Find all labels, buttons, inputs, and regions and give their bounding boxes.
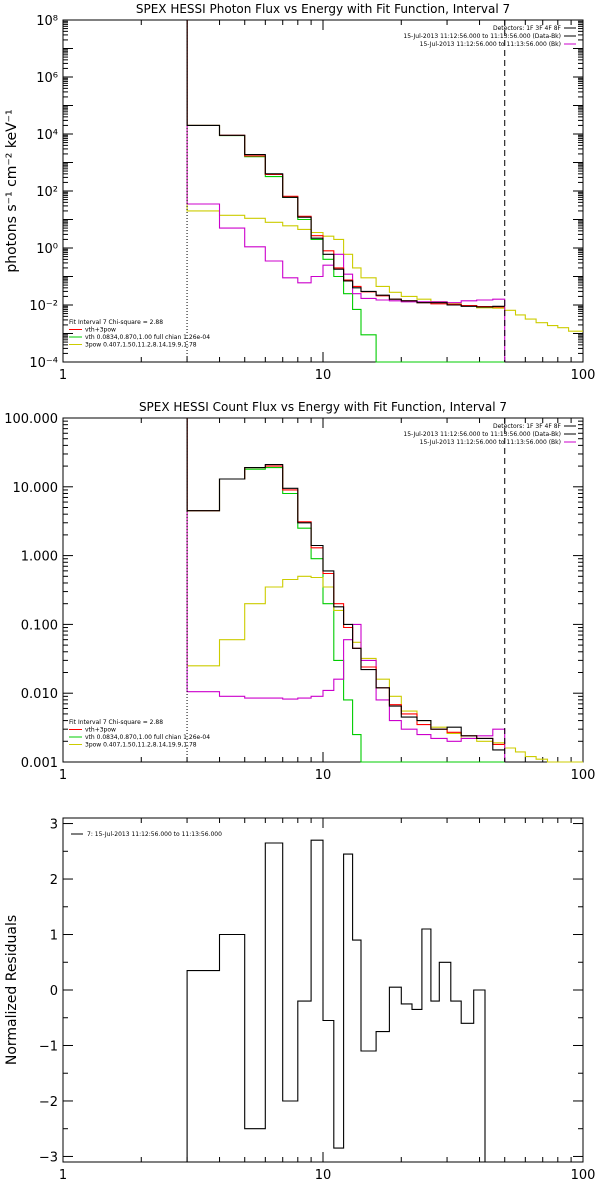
legend-top-entry: 15-Jul-2013 11:12:56.000 to 11:13:56.000… <box>403 33 561 40</box>
x-tick-label: 100 <box>571 368 596 383</box>
y-tick-label: 0.100 <box>21 618 58 633</box>
series-vth-line <box>186 20 505 363</box>
y-tick-label: −1 <box>39 1039 58 1054</box>
series-vth-line <box>186 418 505 763</box>
chart-title: SPEX HESSI Count Flux vs Energy with Fit… <box>139 400 507 414</box>
legend-top-entry: 15-Jul-2013 11:12:56.000 to 11:13:56.000… <box>420 439 561 446</box>
y-tick-label: 10⁻² <box>29 299 58 314</box>
y-axis-label: Normalized Residuals <box>4 915 20 1065</box>
legend-bottom-entry: vth+3pow <box>85 327 116 334</box>
legend-entry: 7: 15-Jul-2013 11:12:56.000 to 11:13:56.… <box>87 831 222 838</box>
legend-bottom-entry: 3pow 0.407,1.50,11.2,8.14,19.9,1.78 <box>85 742 197 749</box>
x-tick-label: 10 <box>315 1168 332 1183</box>
y-tick-label: 10.000 <box>13 481 59 496</box>
x-tick-label: 1 <box>59 768 67 783</box>
legend-bottom-entry: Fit Interval 7 Chi-square = 2.88 <box>69 719 163 726</box>
panel-2-axes: 1 10 100 0.001 0.010 0.100 1.000 10.000 100.000 S… <box>4 400 595 783</box>
y-tick-label: 10⁶ <box>36 71 58 86</box>
legend-top-entry: Detectors: 1F 3F 4F 8F <box>493 25 562 32</box>
residuals-line <box>186 839 486 1162</box>
legend-top-entry: 15-Jul-2013 11:12:56.000 to 11:13:56.000… <box>403 431 561 438</box>
series-bk-line <box>186 20 506 362</box>
legend-bottom-entry: vth 0.0834,0.870,1.00 full chian 1.26e-0… <box>85 334 210 341</box>
series-total-line <box>186 20 505 308</box>
y-tick-label: 0 <box>50 984 58 999</box>
y-tick-label: 1.000 <box>21 550 58 565</box>
y-axis-label: photons s⁻¹ cm⁻² keV⁻¹ <box>4 109 20 272</box>
series-bk-line <box>186 418 506 762</box>
series-data-line <box>186 20 505 308</box>
x-tick-label: 100 <box>571 1168 596 1183</box>
panel-2-series <box>186 418 583 763</box>
x-tick-label: 1 <box>59 1168 67 1183</box>
legend-bottom-entry: Fit Interval 7 Chi-square = 2.88 <box>69 319 163 326</box>
y-tick-label: 10⁸ <box>36 14 58 29</box>
y-tick-label: 10⁴ <box>36 128 58 143</box>
chart-title: SPEX HESSI Photon Flux vs Energy with Fi… <box>136 2 510 16</box>
legend-bottom-entry: vth+3pow <box>85 727 116 734</box>
y-tick-label: 2 <box>50 873 58 888</box>
y-tick-label: 10⁻⁴ <box>29 356 58 371</box>
legend-top-entry: Detectors: 1F 3F 4F 8F <box>493 423 562 430</box>
series-3pow-line <box>186 20 583 332</box>
y-tick-label: −2 <box>39 1095 58 1110</box>
legend-top-entry: 15-Jul-2013 11:12:56.000 to 11:13:56.000… <box>420 41 561 48</box>
x-tick-label: 1 <box>59 368 67 383</box>
y-tick-label: −3 <box>39 1150 58 1165</box>
legend-bottom-entry: 3pow 0.407,1.50,11.2,8.14,19.9,1.78 <box>85 342 197 349</box>
series-data-line <box>186 418 505 751</box>
y-tick-label: 0.001 <box>21 756 58 771</box>
x-tick-label: 10 <box>315 368 332 383</box>
y-tick-label: 10⁰ <box>36 242 58 257</box>
y-tick-label: 1 <box>50 929 58 944</box>
panel-1-axes: 1 10 100 10⁻⁴ 10⁻² 10⁰ 10² 10⁴ 10⁶ 10⁸ SPEX HESSI … <box>4 2 595 383</box>
panel-3-legend: 7: 15-Jul-2013 11:12:56.000 to 11:13:56.… <box>71 831 222 838</box>
legend-bottom-entry: vth 0.0834,0.870,1.00 full chian 1.26e-0… <box>85 734 210 741</box>
y-tick-label: 3 <box>50 818 58 833</box>
y-tick-label: 10² <box>36 185 58 200</box>
y-tick-label: 0.010 <box>21 687 58 702</box>
series-total-line <box>186 418 505 745</box>
panel-3-series <box>186 839 486 1162</box>
x-tick-label: 100 <box>571 768 596 783</box>
panel-1-series <box>186 20 583 363</box>
x-tick-label: 10 <box>315 768 332 783</box>
y-tick-label: 100.000 <box>4 412 58 427</box>
